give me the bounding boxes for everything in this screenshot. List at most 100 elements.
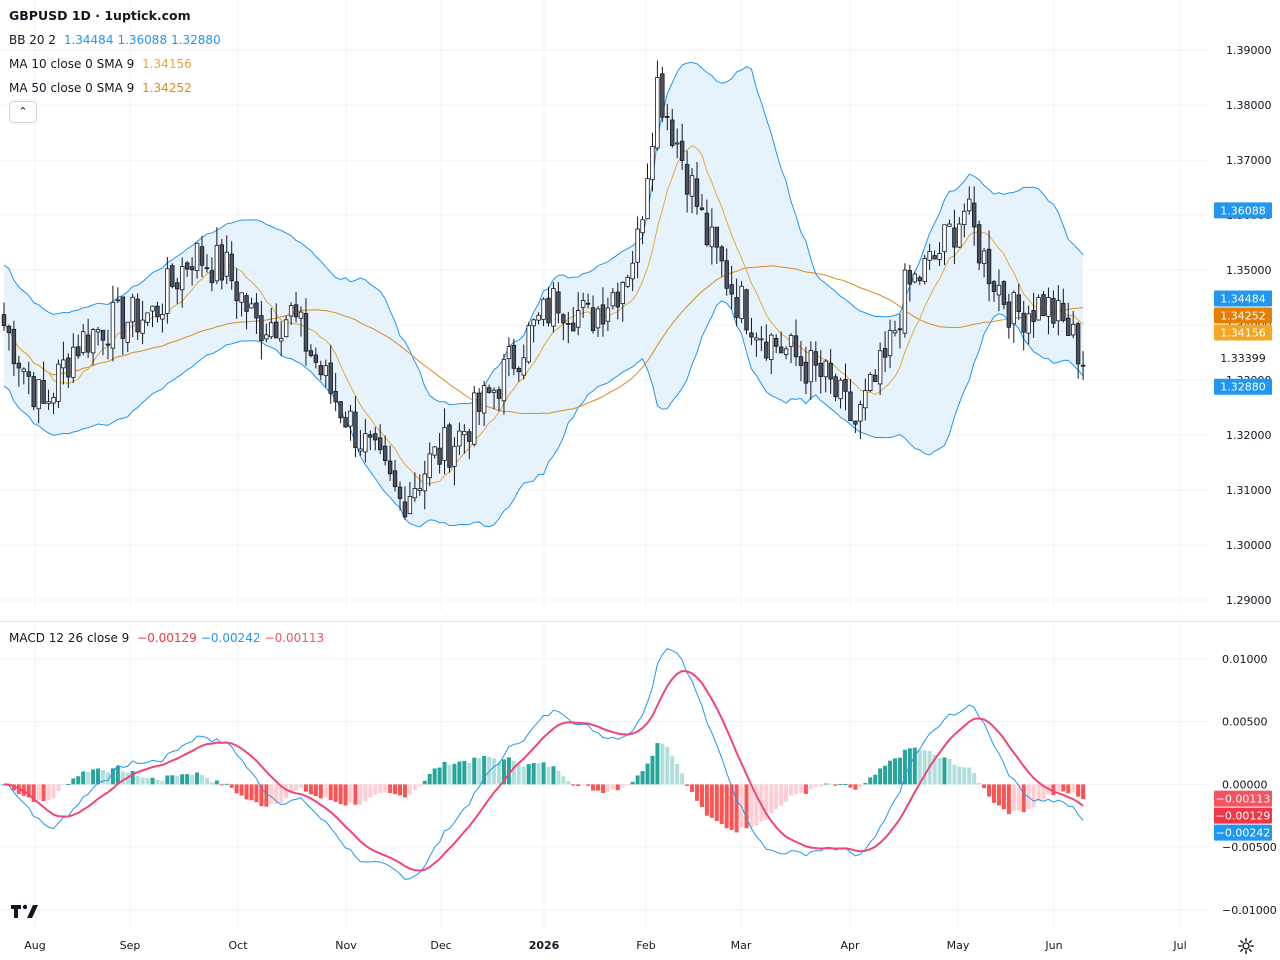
- candle[interactable]: [293, 291, 299, 323]
- candle[interactable]: [719, 245, 724, 277]
- candle[interactable]: [318, 360, 323, 381]
- collapse-legend-button[interactable]: ⌃: [9, 101, 37, 123]
- candle[interactable]: [848, 379, 853, 422]
- candle[interactable]: [343, 411, 348, 428]
- candle[interactable]: [115, 287, 121, 304]
- candle[interactable]: [962, 203, 967, 238]
- candle[interactable]: [699, 193, 705, 211]
- candle[interactable]: [377, 424, 383, 455]
- candle[interactable]: [689, 168, 695, 214]
- candle[interactable]: [338, 401, 343, 424]
- bb-legend[interactable]: BB 20 2 1.34484 1.36088 1.32880: [9, 33, 221, 47]
- candle[interactable]: [1031, 292, 1036, 338]
- candle[interactable]: [511, 338, 517, 376]
- candle[interactable]: [269, 307, 274, 340]
- candle[interactable]: [744, 288, 749, 335]
- candle[interactable]: [209, 257, 215, 292]
- candle[interactable]: [749, 317, 754, 346]
- candle[interactable]: [1021, 300, 1026, 351]
- candle[interactable]: [457, 422, 462, 456]
- candle[interactable]: [481, 380, 487, 427]
- candle[interactable]: [442, 408, 447, 475]
- time-axis[interactable]: Aug Sep Oct Nov Dec 2026 Feb Mar Apr May Jun Jul: [24, 939, 1186, 952]
- candle[interactable]: [353, 396, 358, 458]
- candle[interactable]: [531, 318, 536, 343]
- candle[interactable]: [175, 277, 180, 304]
- candle[interactable]: [769, 333, 774, 374]
- candle[interactable]: [863, 378, 868, 421]
- candle[interactable]: [675, 128, 680, 159]
- candle[interactable]: [670, 108, 675, 148]
- candle[interactable]: [194, 242, 200, 279]
- candle[interactable]: [972, 186, 977, 246]
- candle[interactable]: [729, 265, 734, 310]
- candle[interactable]: [754, 332, 759, 357]
- candle[interactable]: [274, 303, 279, 339]
- candle[interactable]: [967, 186, 972, 215]
- candle[interactable]: [165, 257, 170, 324]
- candle[interactable]: [95, 326, 101, 346]
- candle[interactable]: [892, 320, 898, 337]
- candle[interactable]: [1036, 294, 1041, 321]
- candle[interactable]: [373, 427, 378, 451]
- candle[interactable]: [501, 354, 507, 415]
- candle[interactable]: [150, 305, 155, 328]
- candle[interactable]: [145, 312, 150, 326]
- candle[interactable]: [496, 386, 502, 412]
- candle[interactable]: [590, 295, 596, 334]
- candle[interactable]: [778, 331, 784, 354]
- candle[interactable]: [571, 306, 576, 332]
- candle[interactable]: [204, 254, 210, 273]
- candle[interactable]: [26, 361, 31, 395]
- candle[interactable]: [283, 315, 289, 338]
- candle[interactable]: [155, 301, 160, 323]
- candle[interactable]: [170, 263, 175, 289]
- candle[interactable]: [764, 324, 769, 361]
- candle[interactable]: [774, 334, 779, 353]
- candle[interactable]: [521, 344, 526, 380]
- candle[interactable]: [991, 280, 997, 302]
- candle[interactable]: [645, 163, 650, 220]
- gear-icon[interactable]: [1238, 938, 1254, 954]
- candle[interactable]: [486, 384, 492, 394]
- candle[interactable]: [937, 242, 942, 267]
- candle[interactable]: [328, 345, 333, 404]
- candle[interactable]: [358, 430, 363, 456]
- candle[interactable]: [650, 132, 655, 192]
- candle[interactable]: [61, 341, 66, 385]
- candle[interactable]: [179, 257, 185, 308]
- candle[interactable]: [526, 322, 531, 364]
- candle[interactable]: [407, 482, 413, 515]
- candle[interactable]: [873, 369, 878, 383]
- candle[interactable]: [868, 372, 873, 392]
- candle[interactable]: [625, 274, 630, 289]
- candle[interactable]: [467, 428, 472, 460]
- candle[interactable]: [224, 235, 229, 285]
- candle[interactable]: [199, 235, 205, 278]
- candle[interactable]: [724, 248, 729, 296]
- candle[interactable]: [1016, 283, 1021, 320]
- candle[interactable]: [833, 373, 838, 402]
- candle[interactable]: [640, 216, 645, 245]
- candle[interactable]: [566, 311, 571, 344]
- candle[interactable]: [709, 208, 715, 265]
- candle[interactable]: [382, 435, 388, 466]
- macd-legend[interactable]: MACD 12 26 close 9 −0.00129 −0.00242 −0.00…: [9, 631, 325, 645]
- candle[interactable]: [298, 306, 304, 337]
- candle[interactable]: [90, 327, 96, 366]
- candle[interactable]: [21, 367, 26, 385]
- candle[interactable]: [838, 377, 843, 409]
- candle[interactable]: [249, 297, 254, 309]
- candle[interactable]: [887, 319, 893, 368]
- candle[interactable]: [907, 264, 913, 302]
- candle[interactable]: [36, 379, 41, 424]
- candle[interactable]: [665, 103, 670, 131]
- candle[interactable]: [427, 442, 432, 487]
- candle[interactable]: [635, 216, 640, 279]
- candle[interactable]: [1051, 290, 1056, 328]
- candle[interactable]: [81, 324, 86, 356]
- candle[interactable]: [16, 355, 22, 387]
- candles[interactable]: [1, 60, 1086, 520]
- candle[interactable]: [798, 341, 804, 382]
